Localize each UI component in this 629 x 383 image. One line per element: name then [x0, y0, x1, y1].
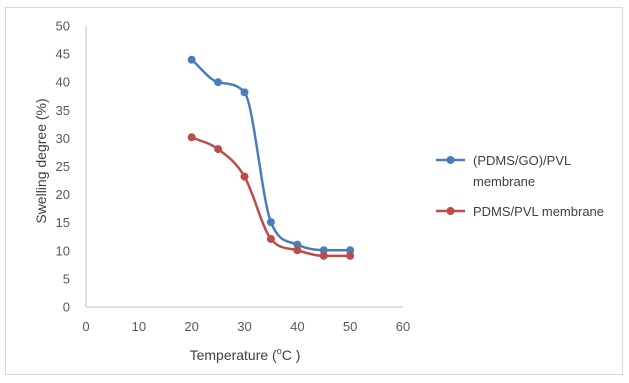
chart-frame — [5, 7, 623, 375]
data-point — [266, 218, 275, 227]
x-tick-label: 40 — [290, 319, 304, 334]
legend-label-series-1-line1: (PDMS/GO)/PVL — [473, 153, 571, 168]
data-point — [319, 246, 328, 255]
series-group — [187, 55, 355, 260]
data-point — [240, 88, 249, 97]
legend-entry-series-1: (PDMS/GO)/PVL membrane — [436, 153, 571, 189]
y-tick-label: 25 — [56, 159, 70, 174]
y-tick-label: 35 — [56, 103, 70, 118]
data-point — [319, 251, 328, 260]
legend-marker-series-1 — [446, 156, 455, 164]
x-tick-label: 60 — [396, 319, 410, 334]
x-tick-label: 50 — [343, 319, 357, 334]
data-point — [214, 145, 223, 154]
x-axis-title: Temperature (oC ) — [190, 346, 301, 363]
y-tick-label: 15 — [56, 215, 70, 230]
legend-marker-series-2 — [446, 207, 455, 215]
axes — [85, 26, 403, 308]
data-point — [240, 172, 249, 181]
x-axis-title-unit: C ) — [282, 347, 301, 363]
y-tick-label: 30 — [56, 131, 70, 146]
data-point — [346, 251, 355, 260]
x-tick-label: 10 — [132, 319, 146, 334]
x-axis-title-main: Temperature ( — [190, 347, 277, 363]
series-1 — [187, 55, 355, 255]
y-tick-label: 10 — [56, 243, 70, 258]
data-point — [214, 78, 223, 87]
y-tick-labels: 0 5 10 15 20 25 30 35 40 45 50 — [56, 19, 70, 315]
y-axis-title: Swelling degree (%) — [33, 98, 49, 223]
data-point — [293, 246, 302, 255]
series-2 — [187, 133, 355, 260]
y-tick-label: 5 — [63, 271, 70, 286]
legend-label-series-1-line2: membrane — [473, 174, 535, 189]
legend-entry-series-2: PDMS/PVL membrane — [436, 204, 604, 219]
legend: (PDMS/GO)/PVL membrane PDMS/PVL membrane — [436, 153, 604, 219]
data-point — [187, 55, 196, 64]
y-tick-label: 45 — [56, 47, 70, 62]
x-tick-label: 30 — [237, 319, 251, 334]
y-tick-label: 40 — [56, 75, 70, 90]
data-point — [346, 246, 355, 255]
data-point — [266, 234, 275, 243]
x-tick-label: 0 — [82, 319, 89, 334]
y-tick-label: 0 — [63, 300, 70, 315]
x-axis-title-sup: o — [277, 346, 282, 356]
x-tick-label: 20 — [184, 319, 198, 334]
data-point — [293, 240, 302, 249]
y-tick-label: 50 — [56, 19, 70, 34]
y-tick-label: 20 — [56, 187, 70, 202]
x-tick-labels: 0 10 20 30 40 50 60 — [82, 319, 410, 334]
legend-label-series-2: PDMS/PVL membrane — [473, 204, 604, 219]
data-point — [187, 133, 196, 142]
